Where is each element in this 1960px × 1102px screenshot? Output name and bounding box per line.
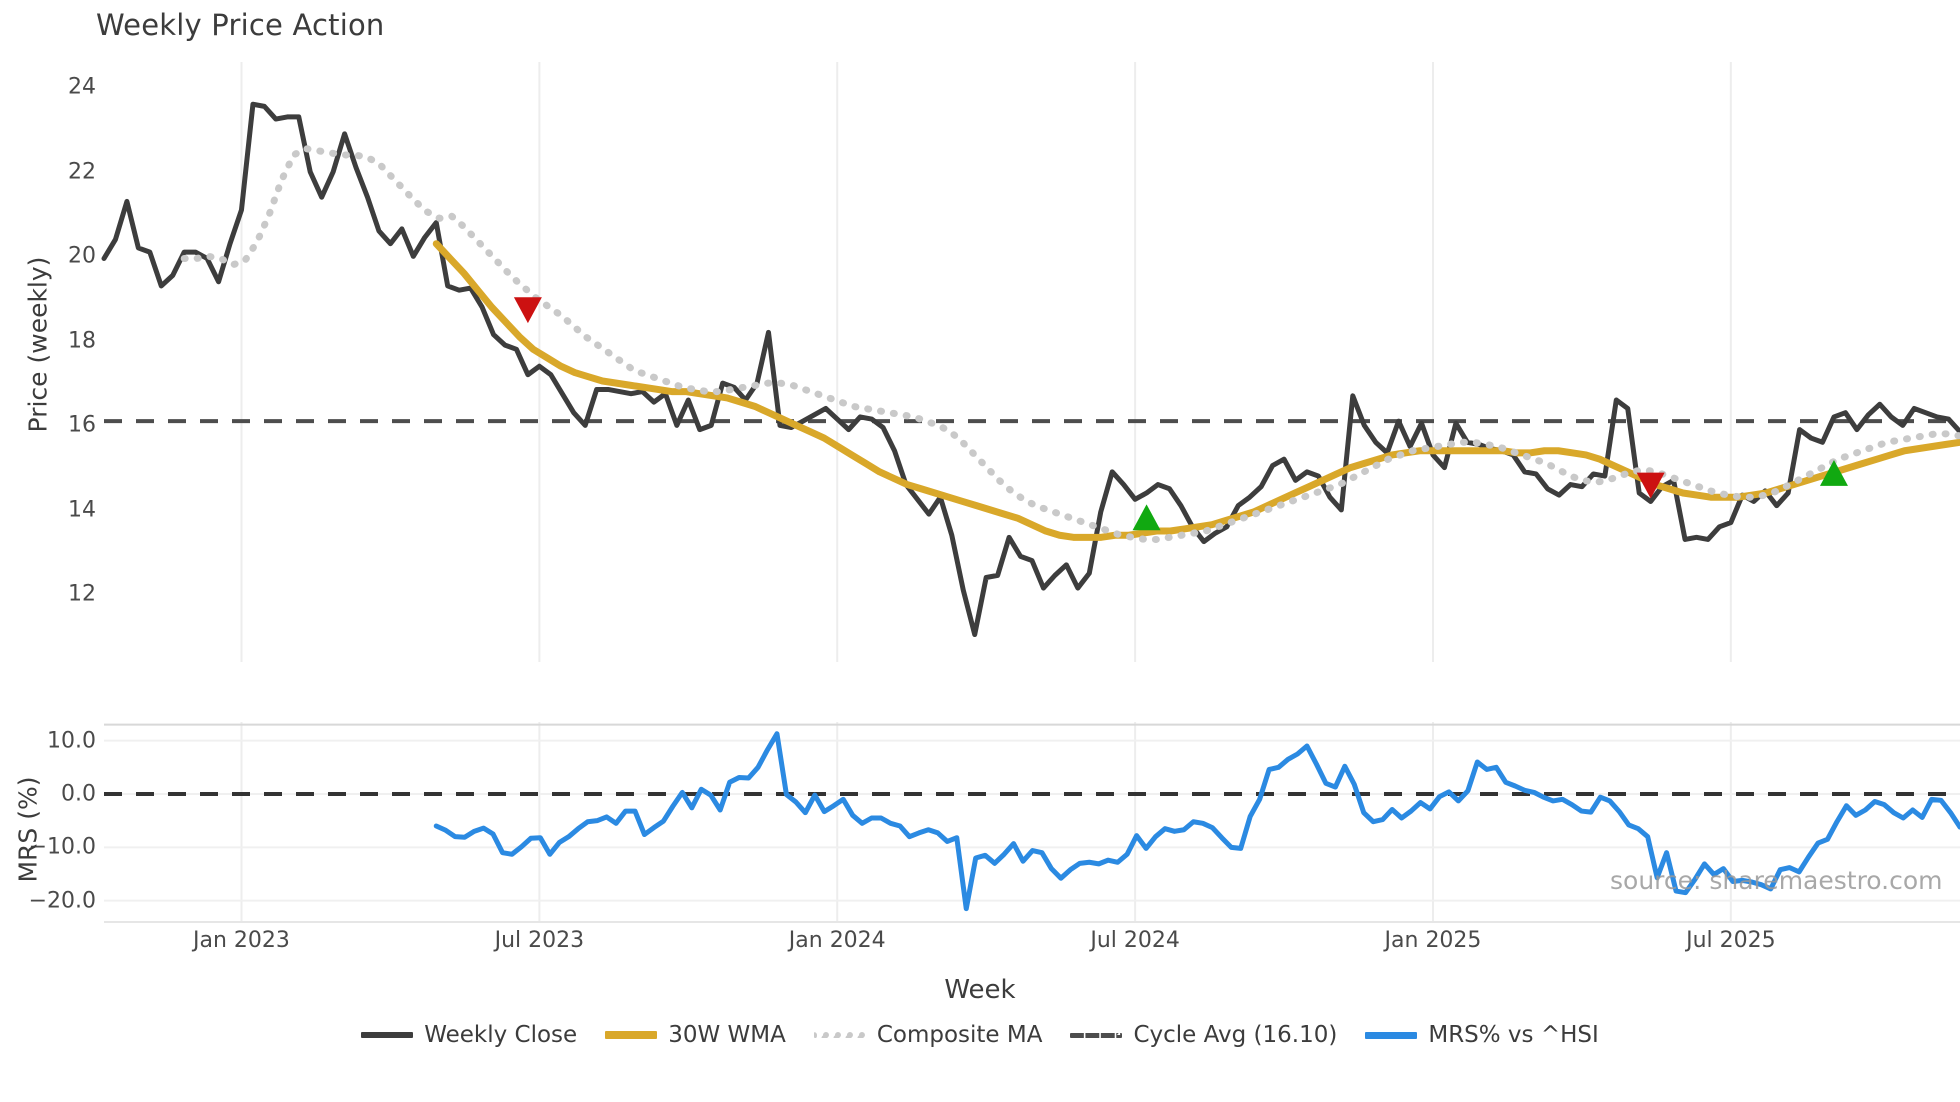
x-tick-label: Jul 2023 xyxy=(494,928,585,953)
legend-label: Weekly Close xyxy=(424,1022,578,1048)
price-y-tick-label: 12 xyxy=(68,581,96,607)
legend-swatch-icon xyxy=(1070,1032,1123,1038)
x-tick-label: Jan 2024 xyxy=(788,928,886,953)
x-axis-ticks: Jan 2023 Jul 2023 Jan 2024 Jul 2024 Jan 2025… xyxy=(104,928,1960,962)
legend-item-30w-wma[interactable]: 30W WMA xyxy=(605,1022,786,1048)
price-chart-panel xyxy=(101,62,1960,662)
series-line-mrs-vs-hsi xyxy=(433,731,1960,912)
mrs-chart-panel xyxy=(104,722,1960,923)
chart-legend: Weekly Close 30W WMA Composite MA Cycle Avg… xyxy=(0,1022,1960,1048)
sell-signal-marker xyxy=(513,297,542,324)
x-tick-label: Jul 2025 xyxy=(1686,928,1776,953)
mrs-y-tick-label: −20.0 xyxy=(28,888,96,914)
legend-item-cycle-avg-16-10[interactable]: Cycle Avg (16.10) xyxy=(1070,1022,1337,1048)
mrs-y-axis-label: MRS (%) xyxy=(13,776,43,883)
price-y-tick-label: 18 xyxy=(68,328,96,354)
page-title: Weekly Price Action xyxy=(96,8,385,42)
legend-label: MRS% vs ^HSI xyxy=(1428,1022,1599,1048)
x-tick-label: Jan 2023 xyxy=(193,928,290,953)
source-watermark: source: sharemaestro.com xyxy=(1610,866,1943,895)
mrs-y-axis-ticks: 10.0 0.0 −10.0 −20.0 xyxy=(0,722,96,922)
mrs-y-tick-label: −10.0 xyxy=(28,834,96,860)
mrs-y-tick-label: 0.0 xyxy=(61,781,96,807)
buy-signal-marker xyxy=(1132,504,1161,531)
legend-swatch-icon xyxy=(361,1032,414,1038)
price-y-tick-label: 22 xyxy=(68,159,96,185)
legend-swatch-icon xyxy=(605,1031,658,1039)
sell-signal-marker xyxy=(1636,472,1665,499)
mrs-y-tick-label: 10.0 xyxy=(47,728,96,754)
legend-label: 30W WMA xyxy=(668,1022,786,1048)
price-y-tick-label: 20 xyxy=(68,243,96,269)
price-y-axis-label: Price (weekly) xyxy=(23,256,53,433)
legend-item-weekly-close[interactable]: Weekly Close xyxy=(361,1022,577,1048)
x-tick-label: Jan 2025 xyxy=(1384,928,1482,953)
price-y-axis-ticks: 24 22 20 18 16 14 12 xyxy=(0,62,96,662)
series-line-composite-ma xyxy=(180,145,1960,543)
series-line-weekly-close xyxy=(101,101,1960,638)
legend-item-mrs-vs-hsi[interactable]: MRS% vs ^HSI xyxy=(1365,1022,1599,1048)
x-axis-label: Week xyxy=(944,975,1016,1005)
price-y-tick-label: 24 xyxy=(68,74,96,100)
price-y-tick-label: 16 xyxy=(68,412,96,438)
legend-label: Cycle Avg (16.10) xyxy=(1133,1022,1338,1048)
legend-swatch-icon xyxy=(1365,1031,1418,1039)
legend-swatch-icon xyxy=(813,1032,866,1038)
buy-signal-marker xyxy=(1819,459,1848,486)
legend-label: Composite MA xyxy=(876,1022,1043,1048)
price-y-tick-label: 14 xyxy=(68,497,96,523)
series-line-30w-wma xyxy=(432,240,1960,541)
legend-item-composite-ma[interactable]: Composite MA xyxy=(813,1022,1043,1048)
mrs-plot-area xyxy=(104,722,1960,923)
price-plot-area xyxy=(101,62,1960,662)
x-tick-label: Jul 2024 xyxy=(1090,928,1180,953)
